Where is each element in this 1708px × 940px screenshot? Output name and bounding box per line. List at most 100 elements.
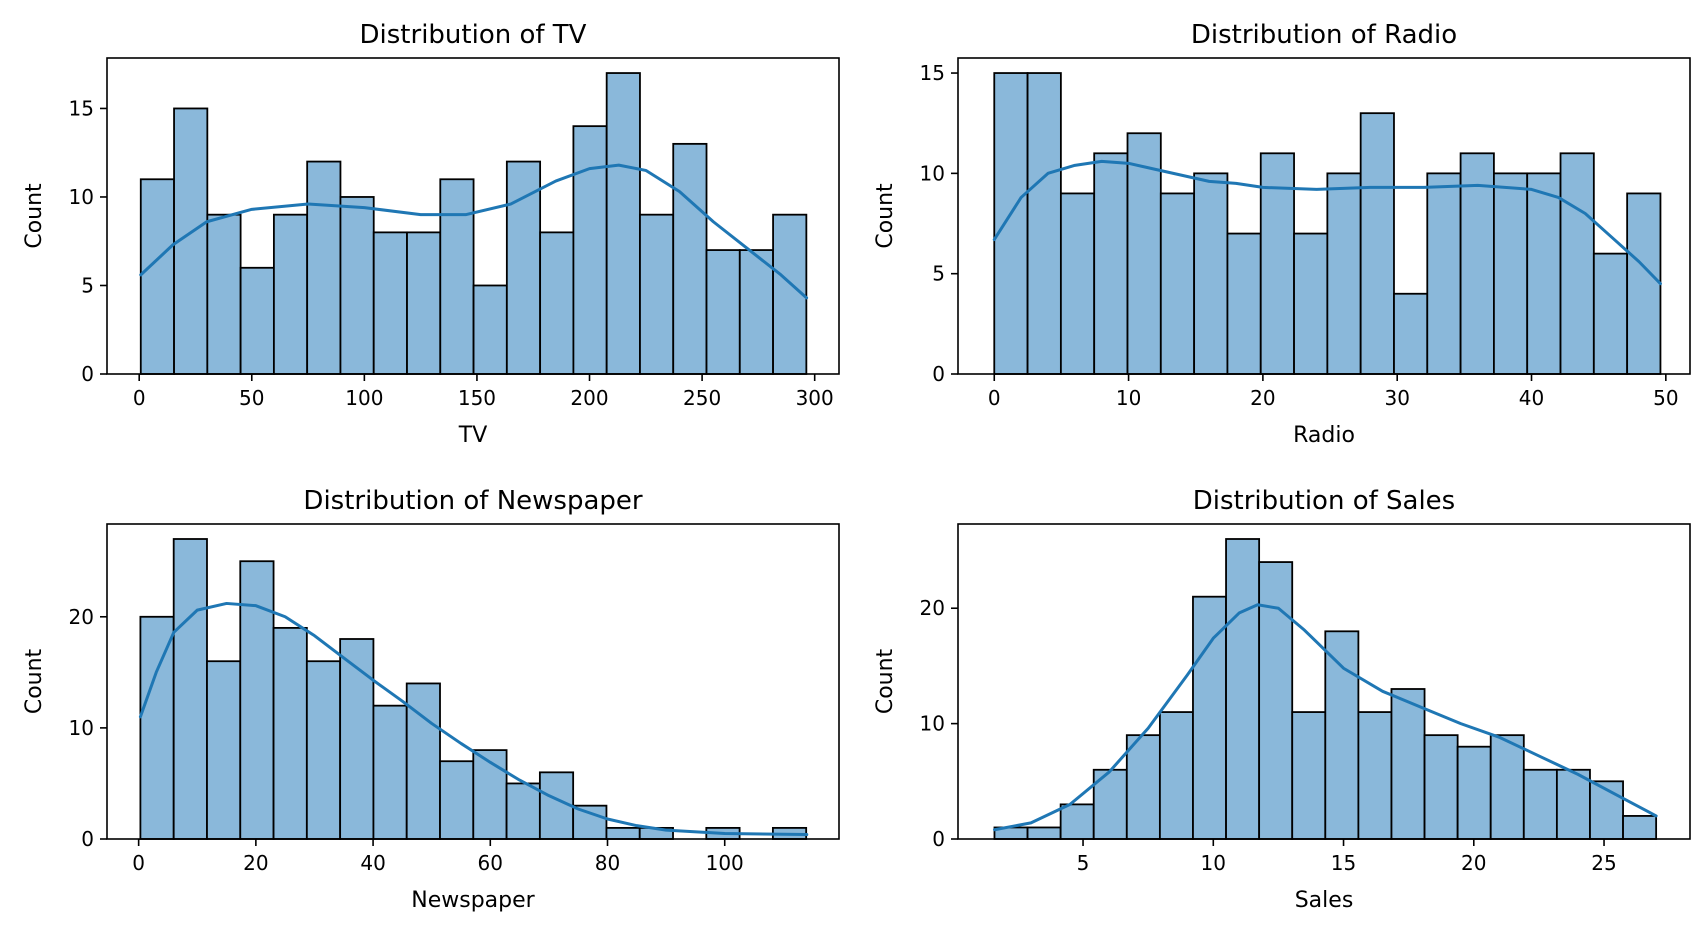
x-tick-label: 50: [239, 386, 264, 410]
kde-line: [138, 601, 809, 837]
histogram-bar: [1125, 734, 1161, 840]
histogram-bar: [1026, 826, 1062, 840]
histogram-bar: [206, 660, 242, 840]
histogram-bar: [139, 615, 175, 840]
histogram-bar: [1258, 561, 1294, 840]
x-axis-label: Radio: [1293, 423, 1355, 448]
x-tick-label: 40: [1519, 386, 1544, 410]
histogram-bar: [272, 213, 309, 375]
histogram-bar: [1426, 172, 1462, 375]
histogram-bar: [1456, 745, 1492, 840]
histogram-bar: [1192, 595, 1227, 840]
y-axis-label: Count: [873, 183, 898, 249]
subplot-title: Distribution of TV: [360, 20, 587, 50]
y-tick-label: 10: [920, 161, 945, 185]
y-tick-label: 20: [69, 605, 94, 629]
histogram-bar: [738, 249, 774, 375]
histogram-bar: [1622, 815, 1658, 840]
y-tick-label: 5: [81, 273, 94, 297]
histogram-bar: [406, 231, 442, 375]
histogram-bar: [1093, 152, 1129, 375]
histogram-bar: [339, 196, 375, 375]
x-tick-label: 100: [345, 386, 383, 410]
histogram-bar: [139, 178, 175, 375]
histogram-bar: [539, 231, 575, 375]
histogram-bar: [1293, 232, 1329, 375]
axes-frame: [106, 523, 840, 840]
histogram-bar: [305, 660, 342, 840]
histogram-bar: [993, 72, 1029, 375]
x-tick-label: 200: [570, 386, 608, 410]
x-tick-label: 80: [595, 851, 620, 875]
histogram-bar: [1158, 711, 1194, 840]
y-tick-label: 20: [920, 596, 945, 620]
subplot-sales: 5 10 15 20 25 0 10 20 Distribution of Sales Sales…: [873, 486, 1691, 913]
y-axis-label: Count: [873, 648, 898, 714]
x-tick-label: 10: [1201, 851, 1226, 875]
y-tick-label: 10: [69, 185, 94, 209]
kde-line: [139, 163, 809, 300]
histogram-bar: [1393, 292, 1429, 375]
histogram-bar: [1059, 803, 1095, 840]
histogram-bar: [239, 560, 275, 840]
histogram-bar: [206, 213, 242, 375]
histogram-bar: [1555, 768, 1591, 840]
x-tick-label: 20: [1250, 386, 1275, 410]
x-tick-label: 5: [1077, 851, 1090, 875]
x-tick-label: 60: [478, 851, 503, 875]
subplot-title: Distribution of Sales: [1193, 486, 1455, 516]
histogram-bar: [605, 826, 641, 840]
histogram-bar: [372, 231, 408, 375]
x-tick-label: 250: [683, 386, 721, 410]
y-tick-label: 0: [81, 362, 94, 386]
histogram-bar: [1592, 252, 1629, 375]
y-tick-label: 0: [932, 362, 945, 386]
subplot-title: Distribution of Newspaper: [303, 486, 642, 516]
y-tick-label: 15: [920, 61, 945, 85]
histogram-bar: [372, 704, 408, 840]
histogram-bar: [306, 160, 342, 375]
y-tick-label: 5: [932, 262, 945, 286]
y-tick-label: 0: [932, 827, 945, 851]
histogram-bar: [1225, 538, 1261, 840]
histogram-bar: [672, 142, 708, 375]
x-tick-label: 0: [133, 386, 146, 410]
y-tick-label: 10: [920, 712, 945, 736]
kde-line: [992, 603, 1658, 832]
kde-line: [992, 159, 1662, 286]
histogram-bar: [605, 72, 641, 375]
histogram-bar: [1559, 152, 1595, 375]
subplot-newspaper: 0 20 40 60 80 100 0 10 20 Distribution of Newspap…: [22, 486, 840, 913]
histogram-bar: [1493, 172, 1529, 375]
histogram-bar: [1026, 72, 1062, 375]
subplot-title: Distribution of Radio: [1191, 20, 1457, 50]
histogram-bar: [1626, 192, 1662, 375]
histogram-bar: [472, 284, 508, 375]
histogram-bar: [1226, 232, 1262, 375]
y-tick-label: 10: [69, 716, 94, 740]
histogram-bar: [1159, 192, 1196, 375]
axes-frame: [957, 523, 1691, 840]
histogram-bar: [1291, 711, 1327, 840]
x-tick-label: 30: [1384, 386, 1409, 410]
x-tick-label: 15: [1331, 851, 1356, 875]
histogram-bar: [572, 804, 608, 840]
histogram-bar: [239, 266, 275, 375]
histogram-bar: [272, 626, 308, 840]
x-tick-label: 300: [796, 386, 834, 410]
x-tick-label: 20: [243, 851, 268, 875]
histogram-bar: [439, 178, 475, 375]
histogram-bar: [1357, 711, 1393, 840]
subplot-radio: 0 10 20 30 40 50 0 5 10 15 Distribution of Radio Ra…: [873, 20, 1691, 448]
histogram-bar: [639, 213, 675, 375]
histogram-bar: [1423, 734, 1459, 840]
x-axis-label: Sales: [1295, 888, 1354, 913]
subplot-tv: 0 50 100 150 200 250 300 0 5 10 15 Distribution of …: [22, 20, 840, 448]
histogram-bar: [1526, 172, 1562, 375]
histogram-bar: [1522, 768, 1558, 840]
histogram-bar: [1489, 734, 1525, 840]
histogram-bar: [1059, 192, 1096, 375]
histogram-bar: [1326, 172, 1362, 375]
y-axis-label: Count: [22, 183, 47, 249]
